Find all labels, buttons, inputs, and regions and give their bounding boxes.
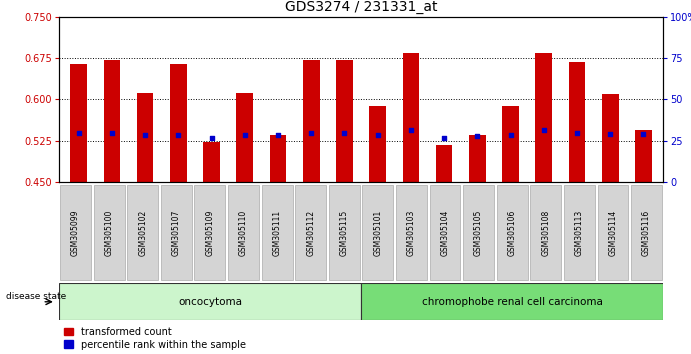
Bar [502,106,519,182]
Bar [329,185,360,280]
Text: GSM305109: GSM305109 [205,210,214,256]
Bar [469,135,486,182]
Text: GSM305101: GSM305101 [373,210,382,256]
Bar [362,185,393,280]
Text: GSM305103: GSM305103 [407,210,416,256]
Text: GSM305104: GSM305104 [441,210,450,256]
Point [272,132,283,138]
Bar [303,60,319,182]
Bar [137,93,153,182]
Text: GSM305105: GSM305105 [474,210,483,256]
Bar [70,64,87,182]
Point [439,135,450,141]
Title: GDS3274 / 231331_at: GDS3274 / 231331_at [285,0,437,14]
Bar [228,185,259,280]
Bar [361,283,663,320]
Text: GSM305110: GSM305110 [239,210,248,256]
Bar [396,185,427,280]
Bar [59,283,361,320]
Bar [602,94,618,182]
Point [173,132,184,138]
Bar [194,185,225,280]
Point [605,131,616,137]
Bar [463,185,494,280]
Bar [436,145,453,182]
Text: GSM305102: GSM305102 [138,210,147,256]
Bar [403,52,419,182]
Text: oncocytoma: oncocytoma [178,297,242,307]
Bar [170,64,187,182]
Bar [236,93,253,182]
Text: GSM305106: GSM305106 [508,210,517,256]
Bar [262,185,292,280]
Point [638,131,649,137]
Text: GSM305100: GSM305100 [104,210,113,256]
Bar [530,185,561,280]
Text: GSM305113: GSM305113 [575,210,584,256]
Point [406,127,417,133]
Bar [370,106,386,182]
Text: disease state: disease state [6,292,66,301]
Bar [631,185,662,280]
Bar [127,185,158,280]
Point [106,130,117,136]
Bar [564,185,595,280]
Bar [536,52,552,182]
Point [339,130,350,136]
Bar [295,185,326,280]
Point [206,135,217,141]
Bar [635,130,652,182]
Bar [94,185,124,280]
Point [538,127,549,133]
Bar [336,60,352,182]
Bar [598,185,628,280]
Text: chromophobe renal cell carcinoma: chromophobe renal cell carcinoma [422,297,603,307]
Point [140,132,151,138]
Point [305,130,316,136]
Point [571,130,583,136]
Text: GSM305108: GSM305108 [541,210,550,256]
Text: GSM305116: GSM305116 [642,210,651,256]
Bar [430,185,460,280]
Point [372,132,384,138]
Point [239,132,250,138]
Point [73,130,84,136]
Bar [569,62,585,182]
Point [505,132,516,138]
Legend: transformed count, percentile rank within the sample: transformed count, percentile rank withi… [64,327,246,349]
Bar [161,185,191,280]
Bar [203,142,220,182]
Text: GSM305114: GSM305114 [609,210,618,256]
Text: GSM305115: GSM305115 [340,210,349,256]
Point [472,134,483,139]
Text: GSM305107: GSM305107 [172,210,181,256]
Bar [104,60,120,182]
Text: GSM305099: GSM305099 [71,210,80,256]
Bar [269,135,286,182]
Bar [497,185,528,280]
Bar [60,185,91,280]
Text: GSM305112: GSM305112 [306,210,315,256]
Text: GSM305111: GSM305111 [272,210,281,256]
